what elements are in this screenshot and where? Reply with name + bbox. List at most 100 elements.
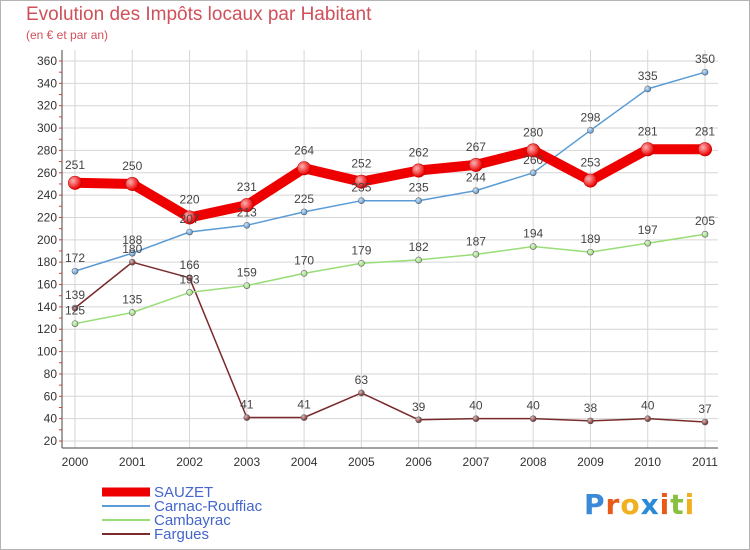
data-point-highlight (698, 142, 712, 156)
y-tick-label: 80 (44, 367, 58, 381)
x-tick-label: 2000 (62, 455, 89, 469)
y-tick-label: 360 (37, 54, 57, 68)
data-point-highlight (186, 229, 193, 235)
y-tick-label: 20 (44, 434, 58, 448)
data-label: 38 (584, 401, 598, 415)
data-point-highlight (526, 143, 540, 157)
data-label: 194 (523, 227, 543, 241)
y-tick-label: 220 (37, 210, 57, 224)
data-label: 40 (641, 399, 655, 413)
data-label: 135 (122, 292, 142, 306)
data-label: 281 (638, 124, 658, 138)
data-point-highlight (472, 187, 479, 194)
data-label: 244 (466, 171, 486, 185)
data-label: 37 (698, 402, 712, 416)
data-point-highlight (530, 169, 537, 176)
data-label: 153 (180, 272, 200, 286)
data-point-highlight (472, 251, 479, 258)
data-label: 231 (237, 180, 257, 194)
y-tick-label: 160 (37, 278, 57, 292)
y-tick-label: 100 (37, 345, 57, 359)
logo-letter: i (684, 488, 696, 521)
series-line-2 (74, 233, 706, 325)
logo-letter: P (584, 488, 606, 521)
data-label: 253 (580, 156, 600, 170)
data-labels: 251 250 220 231 264 252 262 267 280 253 281 281 172 1… (65, 52, 715, 416)
logo-letter: r (605, 488, 621, 521)
data-label: 335 (638, 69, 658, 83)
data-label: 170 (294, 253, 314, 267)
data-label: 139 (65, 288, 85, 302)
data-point-highlight (243, 282, 250, 289)
data-label: 235 (409, 181, 429, 195)
data-label: 41 (240, 398, 254, 412)
data-label: 182 (409, 240, 429, 254)
data-label: 39 (412, 400, 426, 414)
data-label: 220 (180, 192, 200, 206)
data-point-highlight (354, 175, 368, 189)
data-point-highlight (702, 231, 708, 238)
x-tick-label: 2009 (577, 455, 604, 469)
logo-letter: x (640, 488, 660, 521)
data-point-highlight (72, 305, 78, 311)
data-point-highlight (186, 289, 193, 296)
x-tick-label: 2011 (692, 455, 718, 469)
data-label: 250 (122, 159, 142, 173)
data-label: 187 (466, 234, 486, 248)
y-tick-label: 140 (37, 300, 57, 314)
proxiti-logo: Proxiti (584, 488, 695, 521)
data-label: 350 (695, 52, 715, 66)
data-point-highlight (415, 416, 422, 423)
chart-subtitle: (en € et par an) (26, 28, 109, 42)
legend-label: Fargues (154, 526, 209, 543)
data-label: 262 (409, 146, 429, 160)
data-point-highlight (243, 222, 250, 229)
data-label: 298 (580, 110, 600, 124)
data-label: 207 (180, 212, 200, 226)
data-point-highlight (530, 243, 537, 250)
data-label: 41 (297, 398, 311, 412)
y-tick-label: 300 (37, 121, 57, 135)
data-point-highlight (644, 85, 651, 92)
data-point-highlight (644, 240, 651, 247)
data-point-highlight (301, 414, 308, 421)
data-label: 205 (695, 214, 715, 228)
data-point-highlight (412, 164, 426, 178)
data-label: 172 (65, 251, 85, 265)
axes: 20 40 60 80 100 120 140 160 180 200 220 240 260 280 30… (37, 50, 718, 469)
x-tick-label: 2006 (405, 455, 432, 469)
data-label: 159 (237, 266, 257, 280)
data-label: 280 (523, 125, 543, 139)
data-label: 40 (469, 399, 483, 413)
data-point-highlight (68, 176, 82, 190)
legend-label: Cambayrac (154, 512, 231, 529)
data-point-highlight (358, 389, 365, 396)
data-label: 267 (466, 140, 486, 154)
data-label: 225 (294, 192, 314, 206)
data-label: 213 (237, 205, 257, 219)
y-tick-label: 200 (37, 233, 57, 247)
x-tick-label: 2005 (348, 455, 375, 469)
data-point-highlight (129, 250, 136, 257)
data-label: 235 (351, 181, 371, 195)
data-point-highlight (72, 320, 78, 327)
x-tick-label: 2004 (291, 455, 318, 469)
x-tick-label: 2010 (634, 455, 661, 469)
data-label: 251 (65, 158, 85, 172)
data-label: 125 (65, 304, 85, 318)
y-tick-label: 240 (37, 188, 57, 202)
y-tick-label: 260 (37, 166, 57, 180)
data-point-highlight (301, 270, 308, 277)
data-label: 188 (122, 233, 142, 247)
data-point-highlight (297, 161, 311, 175)
chart-title: Evolution des Impôts locaux par Habitant (26, 4, 372, 25)
data-point-highlight (415, 197, 422, 204)
x-tick-label: 2007 (463, 455, 490, 469)
data-point-highlight (125, 177, 139, 191)
y-tick-label: 120 (37, 322, 57, 336)
data-point-highlight (587, 249, 594, 256)
data-label: 252 (351, 157, 371, 171)
y-tick-label: 340 (37, 76, 57, 90)
data-label: 166 (180, 258, 200, 272)
